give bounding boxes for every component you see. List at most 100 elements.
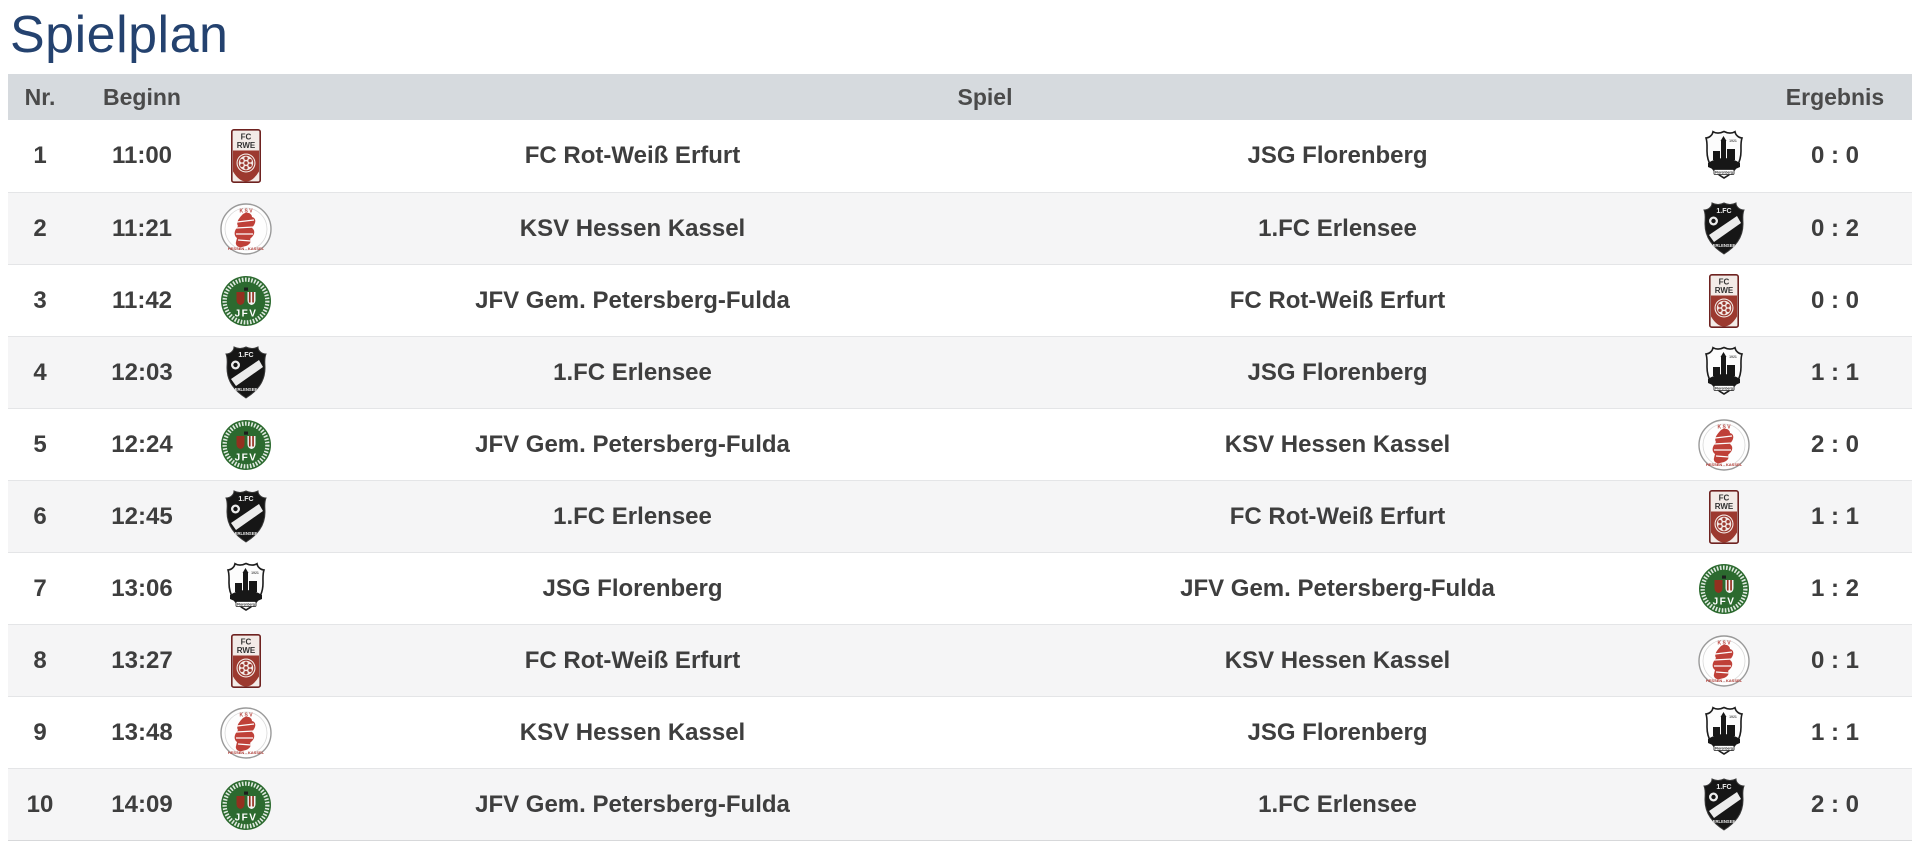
jfv-petersberg-fulda-crest-icon: JFV: [212, 419, 280, 471]
svg-text:K S V: K S V: [1717, 640, 1731, 646]
svg-text:ERLENSEE: ERLENSEE: [1713, 243, 1736, 248]
match-result: 0 : 0: [1810, 142, 1860, 170]
match-start-time: 12:03: [111, 358, 173, 386]
svg-text:RWE: RWE: [1715, 502, 1734, 511]
home-team-name: JSG Florenberg: [542, 574, 723, 602]
match-row[interactable]: 1 11:00 FC RWE FC Rot-Weiß Erfurt JSG Flor…: [8, 120, 1912, 193]
home-team-name: KSV Hessen Kassel: [519, 214, 746, 242]
match-number: 1: [33, 142, 47, 170]
match-start-time: 12:24: [111, 430, 173, 458]
away-team-name: FC Rot-Weiß Erfurt: [1229, 286, 1446, 314]
fc-rot-weiss-erfurt-crest-icon: FC RWE: [1690, 273, 1758, 328]
away-team-name: FC Rot-Weiß Erfurt: [1229, 502, 1446, 530]
match-number: 4: [33, 358, 47, 386]
away-team-name: JFV Gem. Petersberg-Fulda: [1180, 574, 1495, 602]
match-result: 0 : 1: [1810, 646, 1860, 674]
svg-text:RWE: RWE: [1715, 286, 1734, 295]
fc-erlensee-crest-icon: 1.FC ERLENSEE: [1690, 777, 1758, 832]
match-number: 6: [33, 502, 47, 530]
match-row[interactable]: 9 13:48 K S V HESSEN - KASSEL KSV Hessen …: [8, 696, 1912, 769]
svg-text:ERLENSEE: ERLENSEE: [235, 387, 258, 392]
match-row[interactable]: 6 12:45 1.FC ERLENSEE 1.FC Erlensee FC Rot…: [8, 480, 1912, 553]
svg-text:FC: FC: [241, 637, 252, 646]
match-row[interactable]: 5 12:24 JFV JFV Gem. Petersberg-Fulda KSV …: [8, 408, 1912, 481]
match-start-time: 14:09: [111, 790, 173, 818]
spielplan-page: Spielplan Nr. Beginn Spiel Ergebnis 1 11:…: [8, 6, 1912, 842]
home-team-name: 1.FC Erlensee: [553, 358, 712, 386]
header-ergebnis: Ergebnis: [1785, 83, 1885, 110]
match-number: 3: [33, 286, 47, 314]
ksv-hessen-kassel-crest-icon: K S V HESSEN - KASSEL: [1690, 419, 1758, 471]
match-result: 1 : 1: [1810, 718, 1860, 746]
match-row[interactable]: 3 11:42 JFV JFV Gem. Petersberg-Fulda FC R…: [8, 264, 1912, 337]
match-number: 5: [33, 430, 47, 458]
match-start-time: 13:48: [111, 718, 173, 746]
fc-rot-weiss-erfurt-crest-icon: FC RWE: [212, 633, 280, 688]
svg-text:1.FC: 1.FC: [238, 496, 253, 503]
svg-text:RWE: RWE: [237, 646, 256, 655]
svg-text:K S V: K S V: [239, 208, 253, 214]
svg-text:1.FC: 1.FC: [238, 352, 253, 359]
ksv-hessen-kassel-crest-icon: K S V HESSEN - KASSEL: [212, 707, 280, 759]
svg-text:ERLENSEE: ERLENSEE: [235, 531, 258, 536]
svg-text:1921: 1921: [251, 571, 259, 575]
svg-text:1.FC: 1.FC: [1716, 208, 1731, 215]
svg-text:JFV: JFV: [235, 812, 258, 823]
svg-text:JFV: JFV: [235, 308, 258, 319]
svg-text:Florenberg: Florenberg: [1715, 170, 1733, 174]
svg-text:HESSEN - KASSEL: HESSEN - KASSEL: [228, 246, 265, 251]
fc-rot-weiss-erfurt-crest-icon: FC RWE: [212, 129, 280, 184]
jfv-petersberg-fulda-crest-icon: JFV: [212, 779, 280, 831]
away-team-name: JSG Florenberg: [1247, 142, 1428, 170]
home-team-name: KSV Hessen Kassel: [519, 718, 746, 746]
fc-erlensee-crest-icon: 1.FC ERLENSEE: [1690, 201, 1758, 256]
match-row[interactable]: 10 14:09 JFV JFV Gem. Petersberg-Fulda 1.F…: [8, 768, 1912, 841]
away-team-name: JSG Florenberg: [1247, 358, 1428, 386]
svg-text:1921: 1921: [1729, 715, 1737, 719]
match-result: 0 : 0: [1810, 286, 1860, 314]
match-result: 1 : 2: [1810, 574, 1860, 602]
svg-text:1921: 1921: [1729, 355, 1737, 359]
away-team-name: KSV Hessen Kassel: [1224, 646, 1451, 674]
svg-text:Florenberg: Florenberg: [1715, 387, 1733, 391]
match-row[interactable]: 2 11:21 K S V HESSEN - KASSEL KSV Hessen …: [8, 192, 1912, 265]
match-start-time: 13:06: [111, 574, 173, 602]
fc-erlensee-crest-icon: 1.FC ERLENSEE: [212, 345, 280, 400]
home-team-name: JFV Gem. Petersberg-Fulda: [475, 790, 790, 818]
svg-text:Florenberg: Florenberg: [1715, 747, 1733, 751]
svg-text:JFV: JFV: [235, 452, 258, 463]
match-number: 2: [33, 214, 47, 242]
match-row[interactable]: 4 12:03 1.FC ERLENSEE 1.FC Erlensee JSG Fl…: [8, 336, 1912, 409]
match-start-time: 11:42: [111, 286, 173, 314]
away-team-name: JSG Florenberg: [1247, 718, 1428, 746]
match-result: 1 : 1: [1810, 358, 1860, 386]
match-result: 2 : 0: [1810, 790, 1860, 818]
fc-erlensee-crest-icon: 1.FC ERLENSEE: [212, 489, 280, 544]
svg-text:HESSEN - KASSEL: HESSEN - KASSEL: [228, 750, 265, 755]
svg-text:K S V: K S V: [239, 712, 253, 718]
svg-text:FC: FC: [1719, 493, 1730, 502]
svg-text:FC: FC: [241, 133, 252, 142]
away-team-name: 1.FC Erlensee: [1258, 214, 1417, 242]
jsg-florenberg-crest-icon: 1921 Florenberg: [1690, 705, 1758, 760]
away-team-name: 1.FC Erlensee: [1258, 790, 1417, 818]
match-row[interactable]: 8 13:27 FC RWE FC Rot-Weiß Erfurt KSV Hess…: [8, 624, 1912, 697]
jsg-florenberg-crest-icon: 1921 Florenberg: [1690, 129, 1758, 184]
schedule-table: Nr. Beginn Spiel Ergebnis 1 11:00 FC RWE …: [8, 74, 1912, 842]
jsg-florenberg-crest-icon: 1921 Florenberg: [1690, 345, 1758, 400]
svg-text:HESSEN - KASSEL: HESSEN - KASSEL: [1706, 678, 1743, 683]
match-number: 9: [33, 718, 47, 746]
svg-text:Florenberg: Florenberg: [237, 603, 255, 607]
jsg-florenberg-crest-icon: 1921 Florenberg: [212, 561, 280, 616]
svg-text:HESSEN - KASSEL: HESSEN - KASSEL: [1706, 462, 1743, 467]
svg-text:ERLENSEE: ERLENSEE: [1713, 819, 1736, 824]
match-row[interactable]: 7 13:06 1921 Florenberg JSG Florenberg JFV…: [8, 552, 1912, 625]
svg-text:1921: 1921: [1729, 139, 1737, 143]
away-team-name: KSV Hessen Kassel: [1224, 430, 1451, 458]
fc-rot-weiss-erfurt-crest-icon: FC RWE: [1690, 489, 1758, 544]
match-result: 1 : 1: [1810, 502, 1860, 530]
svg-text:RWE: RWE: [237, 141, 256, 150]
match-result: 2 : 0: [1810, 430, 1860, 458]
jfv-petersberg-fulda-crest-icon: JFV: [1690, 563, 1758, 615]
match-number: 10: [26, 790, 54, 818]
